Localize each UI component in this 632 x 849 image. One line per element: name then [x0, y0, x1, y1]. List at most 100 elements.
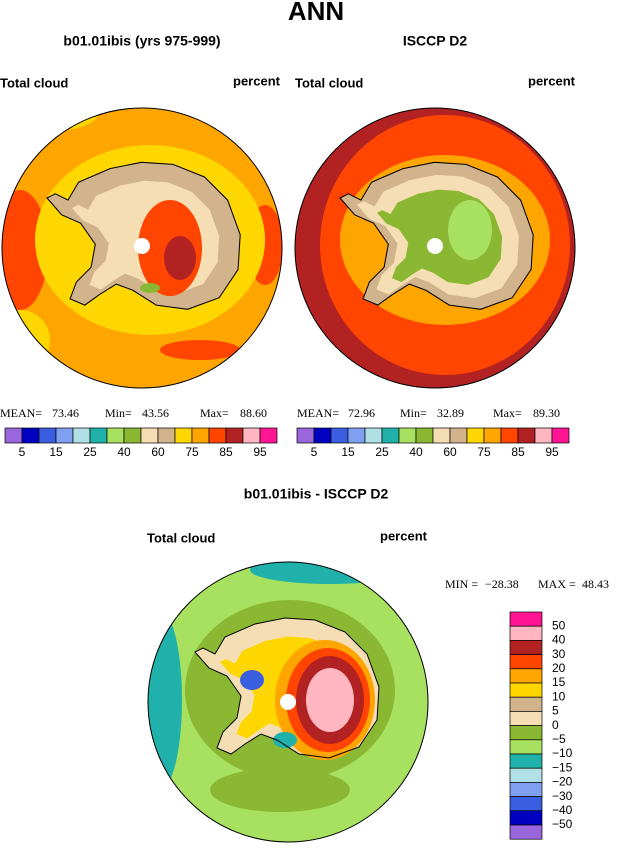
- map: [2, 108, 282, 388]
- min-label: Min=: [105, 406, 132, 420]
- panel-title: b01.01ibis - ISCCP D2: [244, 486, 389, 502]
- colorbar-label: 85: [511, 445, 525, 459]
- colorbar-box: [259, 427, 278, 444]
- units-label: percent: [233, 73, 281, 88]
- mean-value: 72.96: [348, 406, 375, 420]
- figure-title: ANN: [288, 0, 344, 26]
- colorbar-box: [140, 427, 159, 444]
- colorbar-box: [509, 796, 543, 812]
- colorbar-box: [106, 427, 125, 444]
- map-border: [1, 107, 283, 389]
- min-value: 32.89: [437, 406, 464, 420]
- colorbar-box: [509, 682, 543, 698]
- colorbar-label: 5: [552, 704, 559, 718]
- colorbar-box: [415, 427, 434, 444]
- colorbar-label: 30: [552, 647, 566, 661]
- map: [295, 108, 575, 388]
- colorbar-label: 10: [552, 689, 566, 703]
- max-value: 88.60: [240, 406, 267, 420]
- colorbar-box: [55, 427, 74, 444]
- max-value: 89.30: [533, 406, 560, 420]
- units-label: percent: [380, 528, 428, 543]
- colorbar-box: [381, 427, 400, 444]
- colorbar-box: [449, 427, 468, 444]
- colorbar-label: −15: [552, 760, 573, 774]
- colorbar-label: 40: [552, 633, 566, 647]
- panel-title: ISCCP D2: [403, 33, 468, 49]
- colorbar-box: [398, 427, 417, 444]
- colorbar-label: −20: [552, 775, 573, 789]
- colorbar-box: [509, 696, 543, 712]
- colorbar-box: [509, 810, 543, 826]
- colorbar-box: [21, 427, 40, 444]
- colorbar-box: [509, 654, 543, 670]
- colorbar-label: 60: [443, 445, 457, 459]
- colorbar-label: 75: [185, 445, 199, 459]
- variable-label: Total cloud: [0, 75, 68, 90]
- max-value: 48.43: [582, 577, 609, 591]
- colorbar-box: [517, 427, 536, 444]
- colorbar-label: 0: [552, 718, 559, 732]
- colorbar-label: 85: [219, 445, 233, 459]
- colorbar-box: [509, 711, 543, 726]
- colorbar-box: [500, 427, 519, 444]
- variable-label: Total cloud: [295, 75, 363, 90]
- colorbar-box: [509, 625, 543, 641]
- map-border: [147, 561, 429, 843]
- colorbar-box: [191, 427, 210, 444]
- colorbar-box: [89, 427, 108, 444]
- colorbar-box: [509, 782, 543, 797]
- colorbar-box: [509, 725, 543, 741]
- colorbar-box: [296, 427, 315, 444]
- colorbar-box: [242, 427, 261, 444]
- colorbar-label: 75: [477, 445, 491, 459]
- mean-label: MEAN=: [297, 406, 339, 420]
- colorbar-box: [509, 767, 543, 783]
- units-label: percent: [528, 73, 576, 88]
- colorbar-label: 40: [117, 445, 131, 459]
- min-label: MIN =: [445, 577, 478, 591]
- colorbar-box: [509, 640, 543, 655]
- stats: MEAN= 73.46 Min= 43.56 Max= 88.60 MEAN= …: [0, 406, 560, 420]
- colorbar-box: [38, 427, 57, 444]
- variable-label: Total cloud: [147, 530, 215, 545]
- max-label: Max=: [493, 406, 522, 420]
- colorbar-box: [509, 824, 543, 840]
- mean-label: MEAN=: [0, 406, 42, 420]
- colorbar-label: 25: [83, 445, 97, 459]
- map: [148, 562, 428, 842]
- colorbar-box: [72, 427, 91, 444]
- colorbar-box: [509, 753, 543, 769]
- colorbar-label: 20: [552, 661, 566, 675]
- colorbar-label: 50: [552, 618, 566, 632]
- colorbar-box: [174, 427, 193, 444]
- colorbar-box: [466, 427, 485, 444]
- colorbar-label: −30: [552, 789, 573, 803]
- colorbar-box: [347, 427, 366, 444]
- colorbar-box: [330, 427, 349, 444]
- colorbar-box: [364, 427, 383, 444]
- min-label: Min=: [400, 406, 427, 420]
- map-border: [294, 107, 576, 389]
- colorbar-label: −5: [552, 732, 566, 746]
- colorbar-label: 15: [341, 445, 355, 459]
- colorbar-label: 95: [545, 445, 559, 459]
- colorbar-box: [432, 427, 451, 444]
- colorbar-box: [551, 427, 570, 444]
- min-value: 43.56: [142, 406, 169, 420]
- colorbar-label: 40: [409, 445, 423, 459]
- colorbar-box: [509, 611, 543, 627]
- max-label: Max=: [200, 406, 229, 420]
- colorbar-box: [123, 427, 142, 444]
- colorbar-label: 15: [552, 675, 566, 689]
- panel-title: b01.01ibis (yrs 975-999): [63, 33, 220, 49]
- colorbar-label: 5: [19, 445, 26, 459]
- diff-stats: MIN = −28.38 MAX = 48.43: [445, 577, 609, 591]
- colorbar-box: [225, 427, 244, 444]
- colorbar-label: 60: [151, 445, 165, 459]
- colorbar-box: [208, 427, 227, 444]
- colorbar-label: −40: [552, 803, 573, 817]
- colorbar-box: [509, 739, 543, 755]
- min-value: −28.38: [485, 577, 519, 591]
